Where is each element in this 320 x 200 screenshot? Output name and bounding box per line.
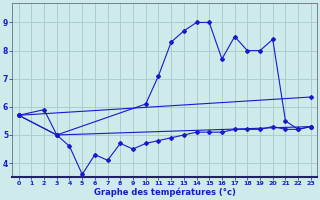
X-axis label: Graphe des températures (°c): Graphe des températures (°c) — [94, 188, 236, 197]
